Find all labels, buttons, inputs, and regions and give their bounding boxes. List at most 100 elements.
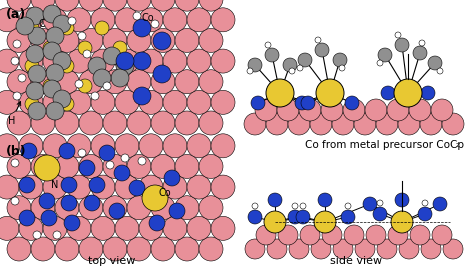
Circle shape [116,52,134,70]
Circle shape [7,237,31,261]
Circle shape [410,225,430,245]
Circle shape [43,80,61,98]
Circle shape [7,70,31,94]
Text: N: N [51,180,58,190]
Circle shape [19,49,43,73]
Circle shape [288,113,310,135]
Circle shape [93,69,111,87]
Circle shape [19,90,43,114]
Circle shape [28,102,46,120]
Circle shape [91,216,115,240]
Circle shape [31,70,55,94]
Circle shape [43,134,67,158]
Circle shape [16,17,34,35]
Circle shape [420,113,442,135]
Circle shape [0,175,19,199]
Circle shape [301,96,315,110]
Circle shape [332,113,354,135]
Circle shape [245,239,265,259]
Circle shape [431,99,453,121]
Circle shape [365,99,387,121]
Circle shape [43,41,57,55]
Circle shape [19,134,43,158]
Circle shape [0,134,19,158]
Circle shape [31,0,55,11]
Circle shape [175,0,199,11]
Circle shape [91,90,115,114]
Circle shape [355,239,375,259]
Circle shape [139,134,163,158]
Circle shape [61,195,77,211]
Circle shape [333,239,353,259]
Circle shape [115,8,139,32]
Circle shape [428,56,442,70]
Circle shape [343,99,365,121]
Circle shape [163,216,187,240]
Circle shape [46,64,64,82]
Circle shape [95,21,109,35]
Circle shape [91,49,115,73]
Circle shape [78,149,86,157]
Circle shape [115,49,139,73]
Circle shape [377,60,383,66]
Circle shape [151,70,175,94]
Circle shape [67,175,91,199]
Circle shape [297,65,303,71]
Circle shape [133,87,151,105]
Circle shape [315,43,329,57]
Circle shape [373,207,387,221]
Circle shape [175,70,199,94]
Circle shape [211,175,235,199]
Circle shape [409,99,431,121]
Circle shape [68,17,76,25]
Circle shape [78,79,92,93]
Circle shape [28,27,46,45]
Circle shape [211,216,235,240]
Circle shape [7,0,31,11]
Circle shape [252,203,258,209]
Circle shape [25,21,39,35]
Circle shape [103,196,127,220]
Circle shape [339,65,345,71]
Circle shape [151,20,159,28]
Circle shape [75,80,83,88]
Circle shape [139,8,163,32]
Circle shape [113,41,127,55]
Circle shape [310,113,332,135]
Circle shape [99,145,115,161]
Circle shape [55,111,79,135]
Circle shape [91,175,115,199]
Circle shape [7,29,31,52]
Circle shape [377,239,397,259]
Circle shape [91,8,115,32]
Circle shape [421,86,435,100]
Circle shape [79,155,103,178]
Circle shape [13,92,21,100]
Circle shape [363,197,377,211]
Circle shape [344,225,364,245]
Circle shape [55,0,79,11]
Circle shape [316,79,344,107]
Circle shape [106,161,114,169]
Circle shape [211,134,235,158]
Circle shape [26,82,44,100]
Circle shape [67,49,91,73]
Text: C: C [39,19,46,29]
Circle shape [61,177,77,193]
Circle shape [199,70,223,94]
Circle shape [78,32,86,40]
Circle shape [151,111,175,135]
Circle shape [265,42,271,48]
Circle shape [314,211,336,233]
Circle shape [199,237,223,261]
Circle shape [79,29,103,52]
Circle shape [288,210,302,224]
Circle shape [163,175,187,199]
Circle shape [127,29,151,52]
Circle shape [211,8,235,32]
Text: H: H [9,102,21,126]
Circle shape [139,175,163,199]
Circle shape [265,48,279,62]
Circle shape [378,48,392,62]
Circle shape [315,37,321,43]
